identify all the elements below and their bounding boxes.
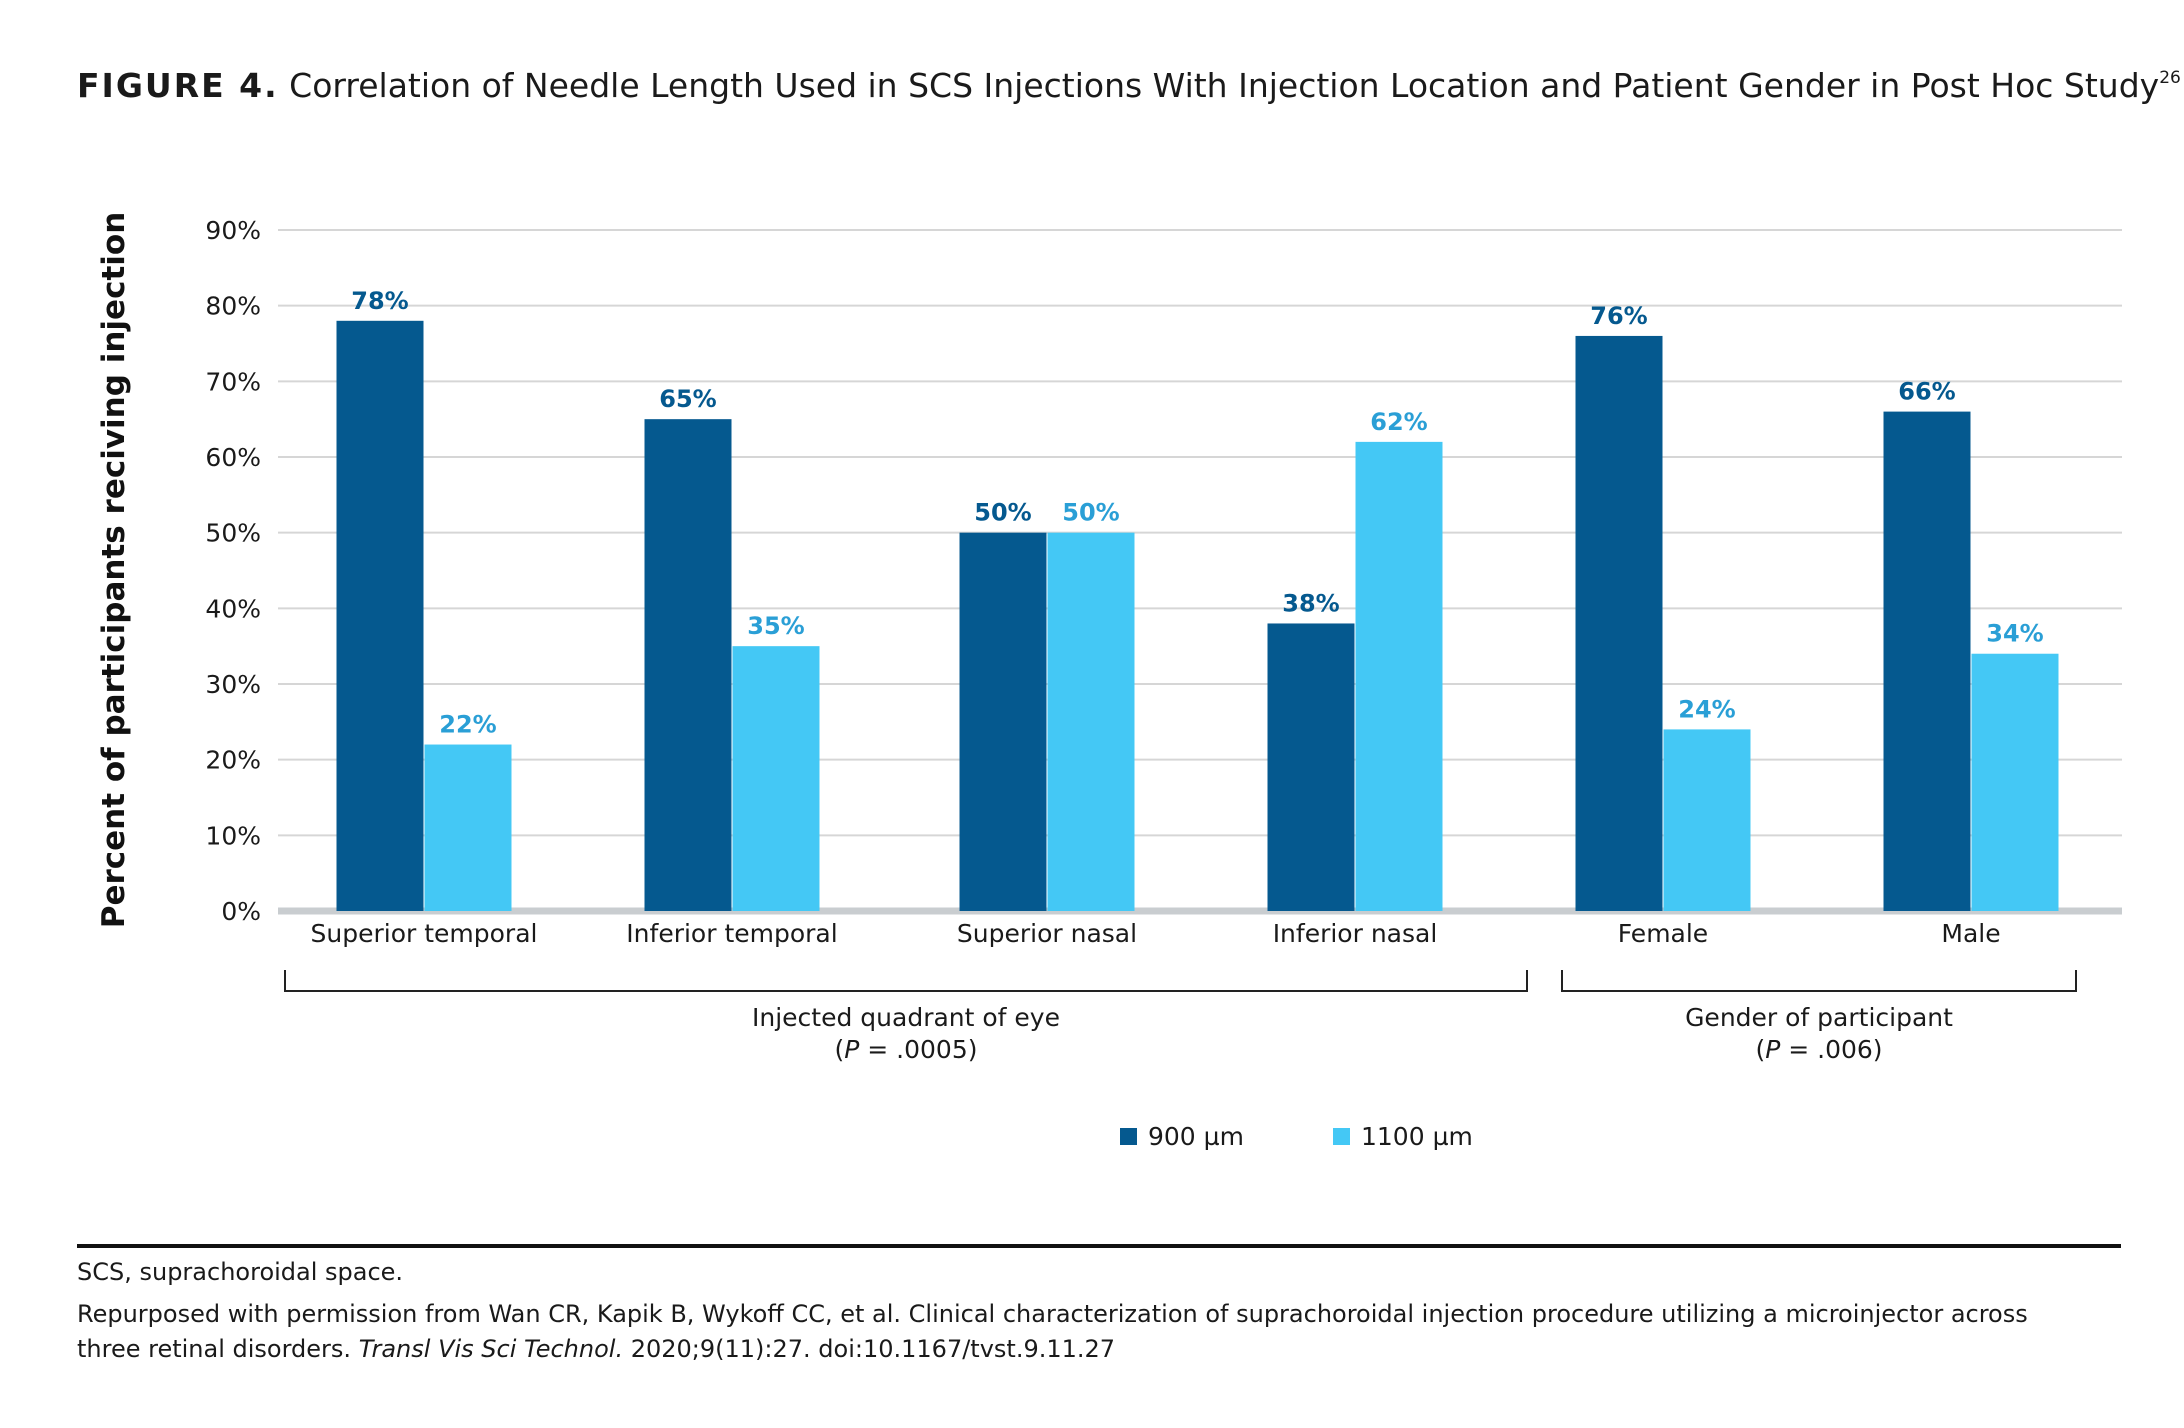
data-label: 24% [1678,695,1735,723]
data-label: 50% [974,499,1031,527]
data-label: 66% [1898,378,1955,406]
y-tick-label: 40% [205,594,261,623]
citation-line-1: Repurposed with permission from Wan CR, … [77,1300,2028,1328]
citation-details: 2020;9(11):27. doi:10.1167/tvst.9.11.27 [623,1335,1116,1363]
figure-reference: 26 [2159,68,2181,88]
x-tick-label: Male [1941,919,2000,948]
group-bracket [284,970,1528,992]
citation-text: three retinal disorders. [77,1335,359,1363]
bar-1100 [1971,653,2059,911]
pvalue-letter: P [1765,1035,1781,1064]
data-label: 62% [1370,408,1427,436]
bar-900 [1267,623,1355,911]
x-tick-label: Superior nasal [957,919,1137,948]
pvalue-open: ( [834,1035,844,1064]
data-label: 35% [747,612,804,640]
bar-1100 [1355,441,1443,911]
bar-900 [1575,335,1663,911]
y-tick-label: 60% [205,443,261,472]
group-bracket [1561,970,2077,992]
footer-divider [77,1244,2121,1248]
group-pvalue: (P = .006) [1755,1035,1882,1064]
x-tick-label: Inferior temporal [626,919,837,948]
data-label: 78% [351,287,408,315]
pvalue-value: = .006) [1780,1035,1882,1064]
bar-900 [959,532,1047,911]
bar-900 [1883,411,1971,911]
x-tick-label: Inferior nasal [1273,919,1438,948]
y-tick-label: 80% [205,292,261,321]
abbreviation-note: SCS, suprachoroidal space. [77,1258,404,1286]
group-label: Injected quadrant of eye [752,1003,1060,1032]
bar-1100 [1047,532,1135,911]
legend-900-label: 900 µm [1148,1122,1244,1151]
legend-1100-swatch [1333,1128,1350,1145]
legend-1100-label: 1100 µm [1361,1122,1473,1151]
data-label: 22% [439,711,496,739]
legend-900: 900 µm [1120,1122,1244,1151]
bar-900 [336,320,424,911]
legend-1100: 1100 µm [1333,1122,1473,1151]
citation-journal: Transl Vis Sci Technol. [358,1335,624,1363]
pvalue-open: ( [1755,1035,1765,1064]
group-pvalue: (P = .0005) [834,1035,977,1064]
bar-1100 [424,744,512,911]
citation-line-2: three retinal disorders. Transl Vis Sci … [77,1335,1115,1363]
y-tick-label: 20% [205,746,261,775]
figure-title: FIGURE 4. Correlation of Needle Length U… [77,66,2181,105]
bar-chart: 0% 10% 20% 30% 40% 50% 60% 70% 80% 90% Percent of … [96,212,2122,1064]
bar-1100 [732,646,820,911]
data-label: 38% [1282,589,1339,617]
y-tick-label: 70% [205,367,261,396]
y-axis-title: Percent of participants reciving injecti… [96,212,132,929]
data-label: 76% [1590,302,1647,330]
x-tick-label: Female [1618,919,1708,948]
data-label: 50% [1062,499,1119,527]
data-label: 34% [1986,620,2043,648]
data-label: 65% [659,385,716,413]
y-tick-label: 90% [205,216,261,245]
y-tick-label: 30% [205,670,261,699]
figure-title-text: Correlation of Needle Length Used in SCS… [289,66,2160,105]
figure-label: FIGURE 4. [77,66,279,105]
bar-900 [644,419,732,911]
y-tick-label: 50% [205,519,261,548]
pvalue-letter: P [844,1035,860,1064]
legend-900-swatch [1120,1128,1137,1145]
group-label: Gender of participant [1685,1003,1953,1032]
bar-1100 [1663,729,1751,911]
x-tick-label: Superior temporal [311,919,538,948]
y-tick-label: 0% [221,897,261,926]
y-tick-label: 10% [205,821,261,850]
pvalue-value: = .0005) [859,1035,977,1064]
